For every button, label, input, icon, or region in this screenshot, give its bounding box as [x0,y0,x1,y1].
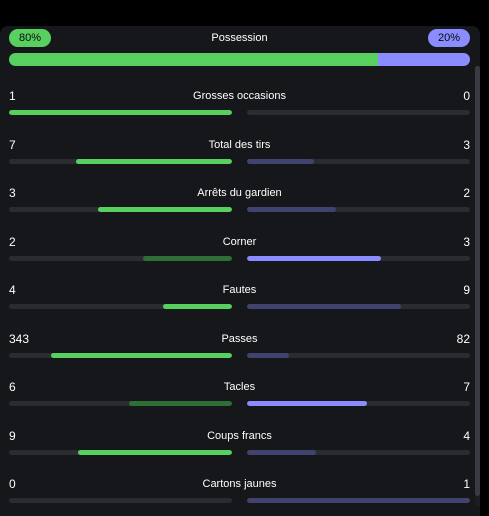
stat-home-bar [9,255,232,261]
stat-home-value: 1 [9,89,16,103]
possession-bar [9,53,470,66]
stat-away-bar [247,158,470,164]
stat-away-bar-fill [247,207,337,212]
stat-away-value: 3 [463,234,470,249]
stat-row: 343 Passes 82 [9,332,470,362]
stat-label: Cartons jaunes [202,478,277,490]
stat-label: Arrêts du gardien [197,187,282,199]
stat-label: Passes [221,332,258,345]
stat-away-bar [247,304,470,309]
stat-away-value: 7 [463,380,470,394]
stat-home-bar [9,449,232,455]
stat-home-bar [9,158,232,164]
stat-away-bar-fill [247,498,470,503]
stat-away-bar [247,255,470,261]
stat-away-value: 1 [463,477,470,491]
stat-home-value: 2 [9,234,16,249]
stat-home-bar [9,352,232,358]
away-possession-badge: 20% [427,29,470,47]
stat-label: Corner [222,235,257,248]
stat-away-bar [247,352,470,358]
stat-away-bar-fill [247,255,381,261]
stat-away-bar [247,110,470,115]
stat-home-bar [9,207,232,212]
stat-home-bar-fill [9,110,232,115]
stat-home-bar-fill [78,449,232,455]
stat-home-bar-fill [162,304,232,309]
possession-bar-away [377,53,470,66]
stat-row: 1 Grosses occasions 0 [9,89,470,119]
stat-home-bar-fill [75,158,232,164]
stat-away-bar-fill [247,304,401,309]
possession-label: Possession [211,32,268,44]
stat-away-bar [247,401,470,406]
stat-away-bar-fill [247,449,317,455]
stat-row: 4 Fautes 9 [9,283,470,313]
stat-row: 6 Tacles 7 [9,380,470,410]
stat-away-value: 9 [463,283,470,297]
stat-label: Tacles [223,381,256,393]
stat-home-bar-fill [98,207,232,212]
stat-row: 9 Coups francs 4 [9,429,470,459]
possession-header: 80% Possession 20% [9,29,470,47]
stat-away-bar-fill [247,401,368,406]
stat-home-value: 0 [9,477,16,491]
scrollbar[interactable] [475,66,480,506]
stat-home-bar-fill [51,352,232,358]
stat-home-bar [9,498,232,503]
stat-away-bar [247,498,470,503]
stat-away-bar-fill [247,352,290,358]
stat-home-value: 3 [9,186,16,200]
stat-home-value: 7 [9,137,16,152]
stat-row: 0 Cartons jaunes 1 [9,477,470,507]
stat-home-bar-fill [129,401,232,406]
stat-row: 3 Arrêts du gardien 2 [9,186,470,216]
stat-home-bar [9,304,232,309]
scrollbar-thumb[interactable] [475,66,480,496]
stat-label: Fautes [222,284,257,296]
stat-away-value: 4 [463,428,470,443]
home-possession-badge: 80% [9,29,52,47]
possession-bar-home [9,53,378,66]
stat-row: 7 Total des tirs 3 [9,138,470,168]
stat-home-bar [9,401,232,406]
stat-home-value: 9 [9,428,16,443]
match-stats-panel: 80% Possession 20% 1 Grosses occasions 0 7 T… [0,26,480,516]
stat-away-value: 82 [456,331,470,346]
stat-away-value: 0 [463,89,470,103]
stat-home-value: 6 [9,380,16,394]
stat-label: Total des tirs [208,138,271,151]
stat-home-bar-fill [142,255,232,261]
stat-away-bar-fill [247,158,314,164]
stat-label: Coups francs [207,429,272,442]
stat-home-bar [9,110,232,115]
stat-row: 2 Corner 3 [9,235,470,265]
stat-away-value: 2 [463,186,470,200]
stat-away-bar [247,449,470,455]
stat-away-bar [247,207,470,212]
stat-away-value: 3 [463,137,470,152]
stat-label: Grosses occasions [193,90,286,102]
stat-home-value: 4 [9,283,16,297]
stat-home-value: 343 [9,331,30,346]
